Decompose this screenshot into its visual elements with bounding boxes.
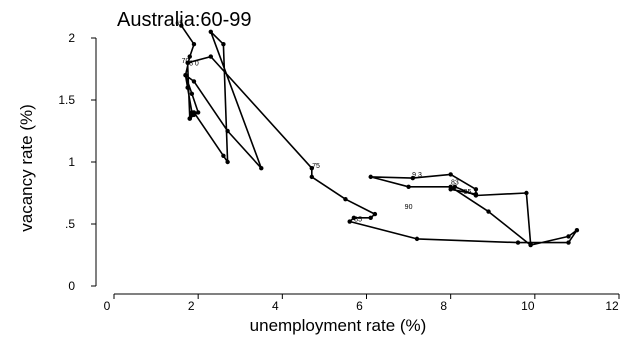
data-point — [448, 187, 453, 192]
data-point — [259, 166, 264, 171]
data-point — [473, 187, 479, 192]
x-tick-label: 2 — [188, 299, 195, 313]
y-tick-label: 1.5 — [58, 93, 75, 107]
data-point — [189, 91, 195, 97]
data-point — [309, 174, 314, 180]
data-point — [406, 184, 411, 189]
data-point — [566, 234, 571, 239]
point-label: 9 3 — [412, 172, 422, 179]
point-label: 85 — [354, 217, 362, 224]
data-point — [191, 42, 197, 47]
point-label: 83 — [451, 179, 459, 186]
point-label: 70 — [182, 58, 190, 65]
data-point — [566, 240, 571, 245]
x-tick-label: 12 — [605, 299, 619, 313]
axes: 0 2 4 6 8 10 12 0 .5 1 1.5 2 — [58, 31, 620, 313]
data-point — [351, 215, 357, 220]
series-line — [180, 25, 578, 246]
data-point — [208, 54, 213, 59]
series-layer — [179, 23, 580, 248]
data-point — [195, 110, 201, 115]
data-point — [221, 153, 226, 158]
point-label: 90 — [405, 204, 413, 211]
data-point — [208, 29, 213, 34]
point-label: 75 — [312, 163, 320, 170]
data-point — [179, 23, 184, 28]
data-point — [185, 85, 190, 90]
y-tick-label: 0 — [68, 279, 75, 293]
data-point — [368, 174, 373, 180]
data-point — [183, 73, 188, 78]
point-label: 95 — [464, 189, 472, 196]
x-axis-title: unemployment rate (%) — [250, 316, 427, 335]
chart-title: Australia:60-99 — [117, 9, 252, 31]
data-point — [347, 219, 352, 224]
data-point — [187, 54, 192, 59]
annotation-layer: 65 70 8 0 75 85 90 9 3 83 95 — [175, 21, 471, 224]
y-tick-label: 1 — [68, 155, 75, 169]
point-label: 65 — [175, 21, 183, 28]
data-point — [221, 42, 226, 47]
data-point — [473, 193, 479, 198]
data-point — [574, 228, 580, 233]
data-point — [528, 241, 533, 247]
x-tick-label: 0 — [104, 299, 111, 313]
data-point — [452, 184, 458, 189]
x-tick-label: 8 — [440, 299, 447, 313]
data-point — [448, 172, 453, 177]
data-point — [368, 215, 373, 220]
data-point — [515, 240, 521, 245]
data-point — [185, 60, 190, 65]
data-point — [414, 236, 420, 242]
data-point — [309, 166, 314, 171]
data-point — [372, 211, 378, 217]
y-tick-label: 2 — [68, 31, 75, 45]
data-point — [524, 190, 529, 196]
x-tick-label: 10 — [521, 299, 535, 313]
x-tick-label: 6 — [356, 299, 363, 313]
y-axis-title: vacancy rate (%) — [17, 104, 36, 232]
y-tick-label: .5 — [65, 217, 75, 231]
data-point — [191, 110, 197, 115]
data-point — [410, 175, 415, 181]
data-point — [486, 209, 491, 214]
data-point — [225, 159, 230, 165]
point-label: 8 0 — [189, 60, 199, 67]
data-point — [343, 197, 348, 202]
data-point — [191, 79, 197, 84]
x-tick-label: 4 — [272, 299, 279, 313]
data-point — [187, 116, 192, 121]
data-point — [225, 128, 230, 134]
